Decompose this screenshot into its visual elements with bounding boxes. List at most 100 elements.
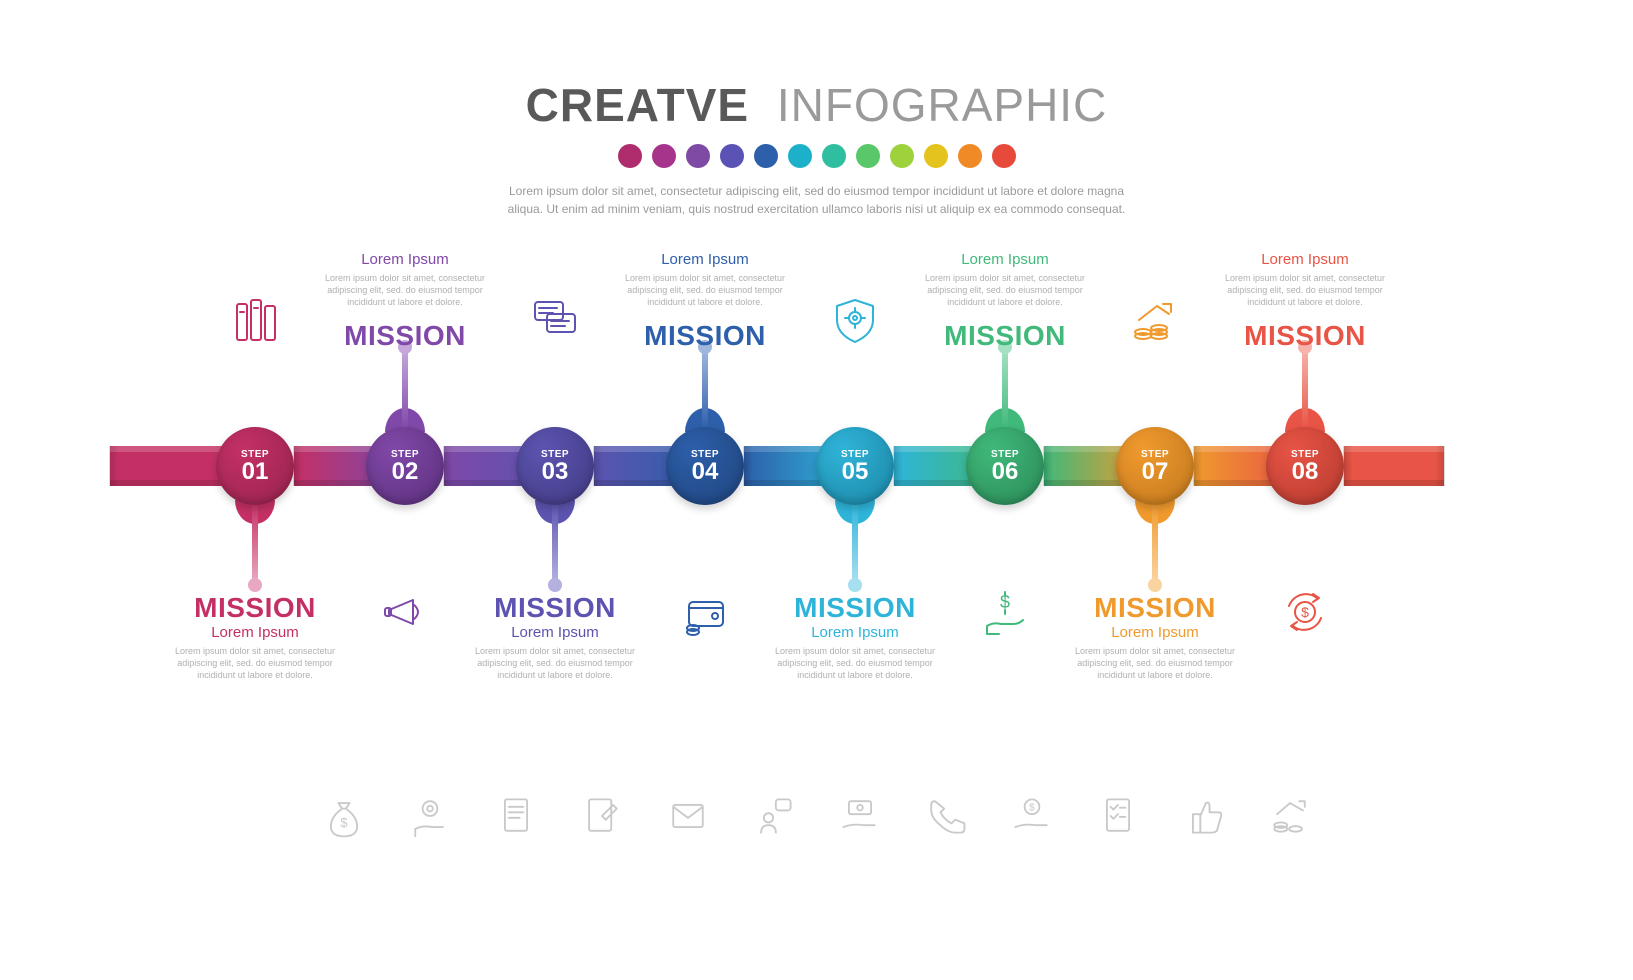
footer-icon-row: $$ [0, 792, 1633, 840]
step-circle: STEP01 [216, 427, 294, 505]
edit-doc-icon [578, 792, 626, 840]
step-circle: STEP03 [516, 427, 594, 505]
lead-text: Lorem Ipsum [315, 251, 495, 268]
timeline-connector [252, 502, 258, 582]
step-number: 04 [692, 460, 719, 484]
timeline-connector [1152, 502, 1158, 582]
lead-text: Lorem Ipsum [615, 251, 795, 268]
color-dot [686, 144, 710, 168]
timeline-connector [1002, 350, 1008, 430]
title-bold: CREATVE [526, 79, 749, 131]
growth-coins-icon [1123, 288, 1187, 352]
chart-coins-icon [1266, 792, 1314, 840]
mission-label: MISSION [1065, 592, 1245, 624]
header: CREATVE INFOGRAPHIC Lorem ipsum dolor si… [0, 0, 1633, 218]
mission-label: MISSION [465, 592, 645, 624]
lead-text: Lorem Ipsum [465, 624, 645, 641]
color-dot [822, 144, 846, 168]
desc-text: Lorem ipsum dolor sit amet, consectetur … [765, 645, 945, 681]
step-text-block: Lorem Ipsum Lorem ipsum dolor sit amet, c… [615, 251, 795, 352]
step-circle: STEP06 [966, 427, 1044, 505]
mission-label: MISSION [915, 320, 1095, 352]
color-dot [720, 144, 744, 168]
color-dot [788, 144, 812, 168]
svg-text:$: $ [340, 815, 347, 830]
mail-icon [664, 792, 712, 840]
desc-text: Lorem ipsum dolor sit amet, consectetur … [315, 272, 495, 308]
document-icon [492, 792, 540, 840]
desc-text: Lorem ipsum dolor sit amet, consectetur … [1065, 645, 1245, 681]
desc-text: Lorem ipsum dolor sit amet, consectetur … [465, 645, 645, 681]
megaphone-icon [373, 580, 437, 644]
step-text-block: Lorem Ipsum Lorem ipsum dolor sit amet, c… [315, 251, 495, 352]
lead-text: Lorem Ipsum [1065, 624, 1245, 641]
phone-icon [922, 792, 970, 840]
timeline-connector [852, 502, 858, 582]
lead-text: Lorem Ipsum [765, 624, 945, 641]
color-dot [754, 144, 778, 168]
timeline-connector [702, 350, 708, 430]
step-circle: STEP02 [366, 427, 444, 505]
step-text-block: MISSIONLorem Ipsum Lorem ipsum dolor sit … [765, 580, 945, 681]
chat-icon [523, 288, 587, 352]
color-dot-row [0, 144, 1633, 168]
title-light: INFOGRAPHIC [777, 79, 1107, 131]
svg-text:$: $ [1029, 802, 1035, 813]
money-bag-icon: $ [320, 792, 368, 840]
step-number: 07 [1142, 460, 1169, 484]
thumbs-up-icon [1180, 792, 1228, 840]
desc-text: Lorem ipsum dolor sit amet, consectetur … [1215, 272, 1395, 308]
step-circle: STEP04 [666, 427, 744, 505]
color-dot [924, 144, 948, 168]
timeline-connector [402, 350, 408, 430]
step-number: 01 [242, 460, 269, 484]
page-title: CREATVE INFOGRAPHIC [0, 78, 1633, 132]
lead-text: Lorem Ipsum [1215, 251, 1395, 268]
step-circle: STEP08 [1266, 427, 1344, 505]
coin-hand-icon: $ [1008, 792, 1056, 840]
color-dot [958, 144, 982, 168]
checklist-icon [1094, 792, 1142, 840]
person-bubble-icon [750, 792, 798, 840]
books-icon [223, 288, 287, 352]
mission-label: MISSION [1215, 320, 1395, 352]
lead-text: Lorem Ipsum [165, 624, 345, 641]
wallet-icon [673, 580, 737, 644]
desc-text: Lorem ipsum dolor sit amet, consectetur … [615, 272, 795, 308]
color-dot [890, 144, 914, 168]
step-text-block: MISSIONLorem Ipsum Lorem ipsum dolor sit … [165, 580, 345, 681]
color-dot [856, 144, 880, 168]
subtitle: Lorem ipsum dolor sit amet, consectetur … [497, 182, 1137, 218]
timeline: STEP01MISSIONLorem IpsumLorem ipsum dolo… [110, 430, 1523, 502]
step-text-block: Lorem Ipsum Lorem ipsum dolor sit amet, c… [1215, 251, 1395, 352]
step-text-block: Lorem Ipsum Lorem ipsum dolor sit amet, c… [915, 251, 1095, 352]
mission-label: MISSION [165, 592, 345, 624]
gear-hand-icon [406, 792, 454, 840]
timeline-connector [1302, 350, 1308, 430]
exchange-coin-icon: $ [1273, 580, 1337, 644]
mission-label: MISSION [765, 592, 945, 624]
mission-label: MISSION [615, 320, 795, 352]
step-number: 08 [1292, 460, 1319, 484]
desc-text: Lorem ipsum dolor sit amet, consectetur … [165, 645, 345, 681]
color-dot [618, 144, 642, 168]
step-number: 02 [392, 460, 419, 484]
svg-text:$: $ [1301, 604, 1309, 620]
cash-hand-icon [836, 792, 884, 840]
timeline-connector [552, 502, 558, 582]
step-circle: STEP07 [1116, 427, 1194, 505]
step-number: 06 [992, 460, 1019, 484]
lead-text: Lorem Ipsum [915, 251, 1095, 268]
color-dot [652, 144, 676, 168]
timeline-segment [1344, 446, 1444, 486]
step-text-block: MISSIONLorem Ipsum Lorem ipsum dolor sit … [465, 580, 645, 681]
money-hand-icon: $ [973, 580, 1037, 644]
step-number: 05 [842, 460, 869, 484]
step-circle: STEP05 [816, 427, 894, 505]
step-number: 03 [542, 460, 569, 484]
desc-text: Lorem ipsum dolor sit amet, consectetur … [915, 272, 1095, 308]
color-dot [992, 144, 1016, 168]
shield-gear-icon [823, 288, 887, 352]
mission-label: MISSION [315, 320, 495, 352]
step-text-block: MISSIONLorem Ipsum Lorem ipsum dolor sit … [1065, 580, 1245, 681]
